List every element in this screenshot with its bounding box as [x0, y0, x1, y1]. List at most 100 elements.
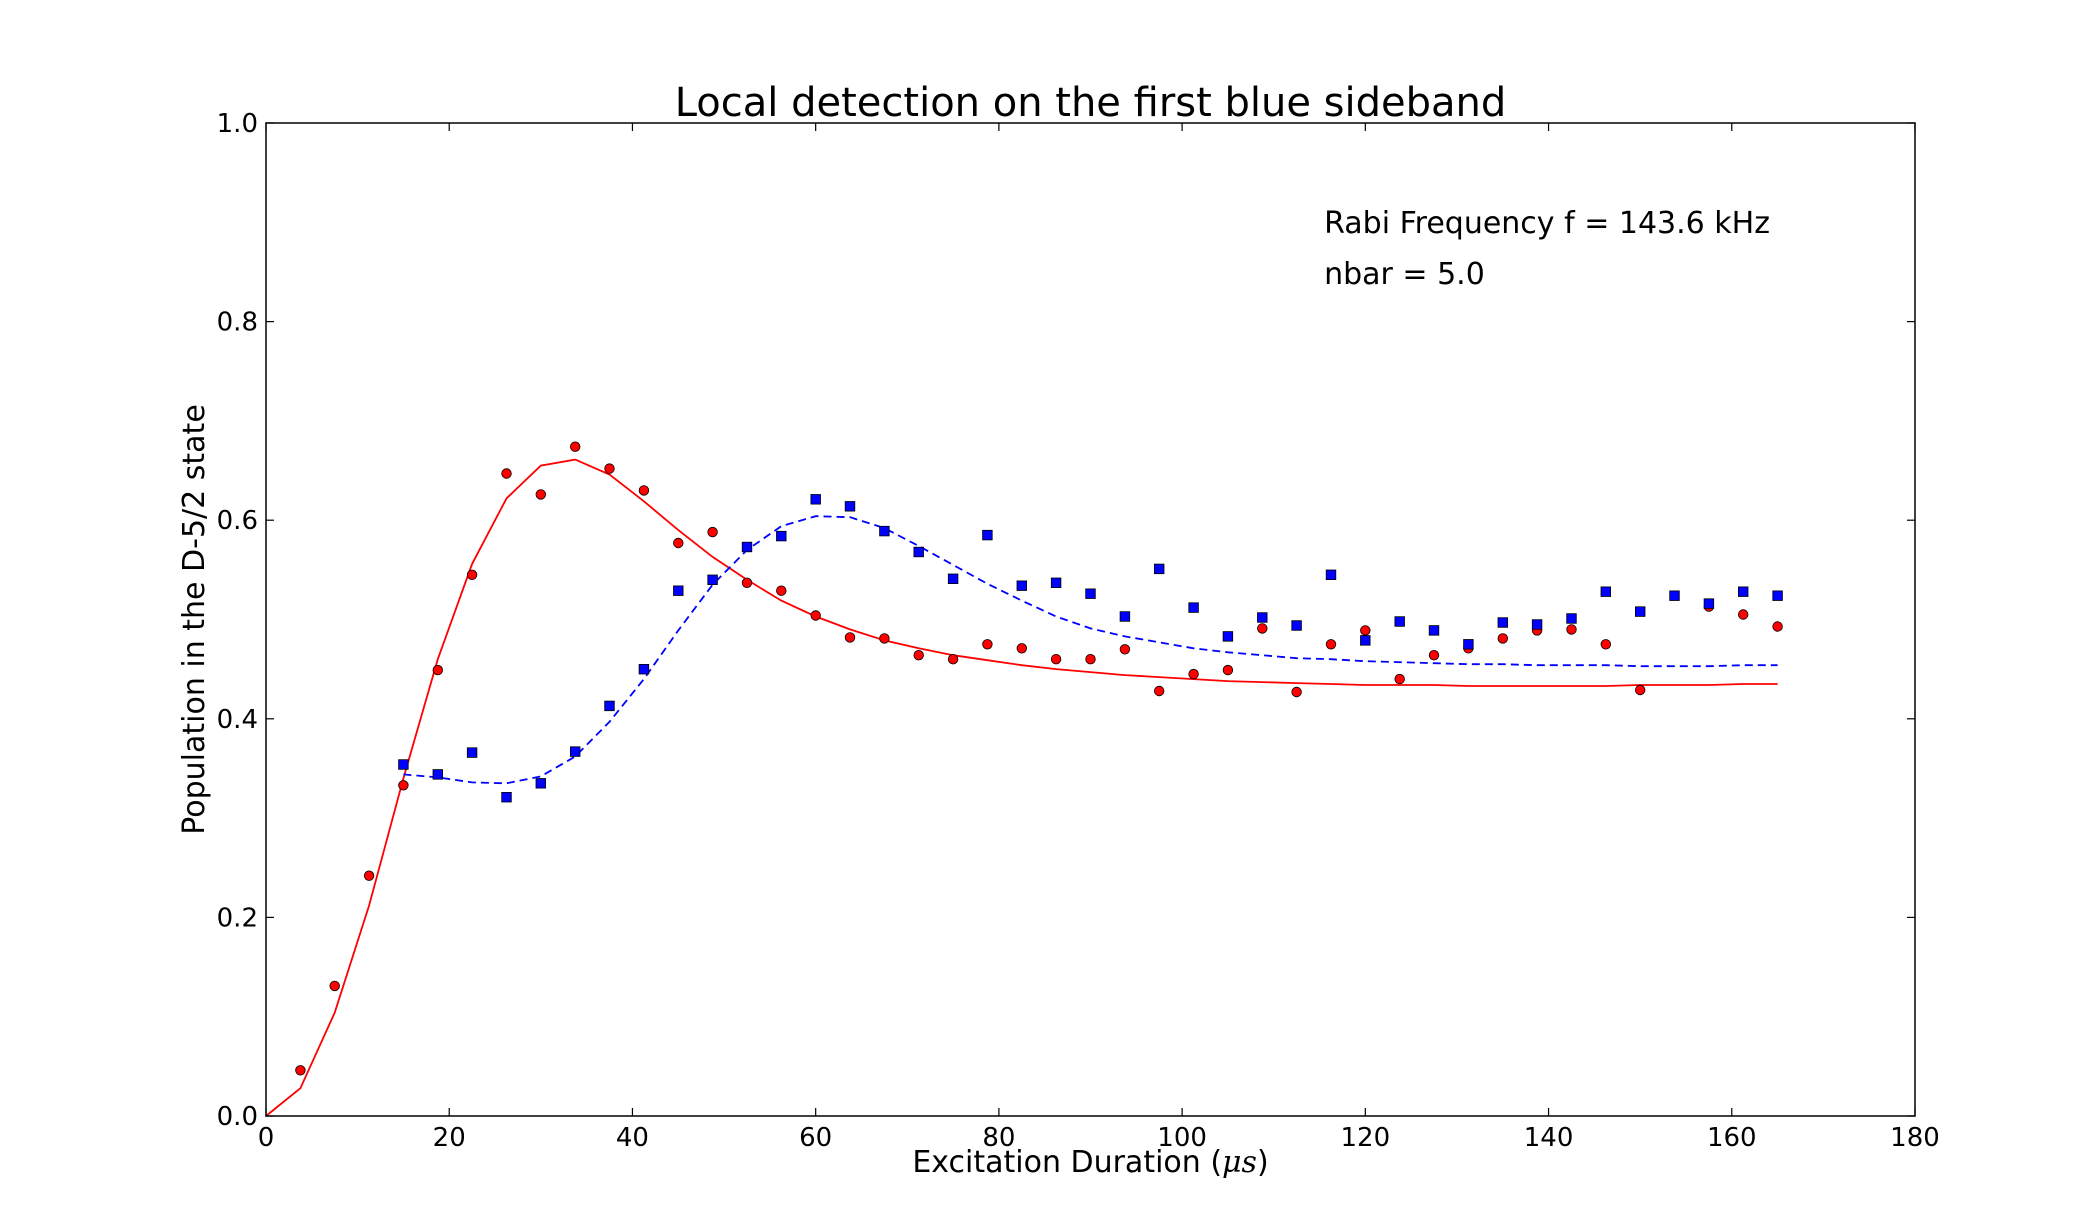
fit-curves [265, 458, 1778, 1117]
x-tick-label: 0 [258, 1123, 275, 1153]
data-point-blue-square [1257, 612, 1268, 623]
data-point-red-circle [1737, 609, 1749, 620]
data-point-red-circle [604, 463, 615, 474]
data-point-red-circle [1016, 643, 1028, 654]
data-point-blue-square [1600, 586, 1612, 597]
data-point-blue-square [844, 501, 856, 512]
data-point-blue-square [1394, 616, 1405, 627]
data-point-red-circle [810, 610, 821, 621]
data-point-red-circle [1222, 664, 1234, 676]
data-point-blue-square [741, 541, 753, 553]
data-point-blue-square [1119, 611, 1131, 622]
data-point-red-circle [1050, 654, 1062, 665]
data-point-blue-square [1635, 606, 1646, 617]
data-point-red-circle [1634, 684, 1646, 696]
data-point-red-circle [1325, 639, 1337, 650]
data-point-blue-square [673, 585, 684, 596]
data-point-blue-square [604, 700, 615, 712]
data-point-blue-square [398, 759, 409, 770]
axis-ticks [265, 122, 1916, 1117]
data-point-blue-square [1085, 588, 1096, 599]
data-point-red-circle [295, 1065, 306, 1076]
data-point-blue-square [1703, 598, 1715, 609]
data-point-red-circle [1291, 686, 1302, 698]
x-tick-label: 20 [433, 1123, 466, 1153]
data-point-blue-square [535, 778, 547, 789]
data-point-blue-square [638, 664, 650, 675]
x-tick-label: 120 [1341, 1123, 1391, 1153]
y-tick-label: 0.4 [217, 705, 258, 735]
data-point-red-circle [1772, 621, 1783, 632]
x-tick-label: 100 [1157, 1123, 1207, 1153]
data-point-red-circle [673, 537, 684, 549]
data-point-red-circle [879, 633, 890, 644]
data-point-red-circle [947, 654, 959, 665]
x-tick-label: 140 [1524, 1123, 1574, 1153]
x-tick-label: 40 [616, 1123, 649, 1153]
data-point-blue-square [1360, 635, 1371, 646]
data-point-blue-square [432, 769, 444, 780]
data-point-blue-square [1291, 620, 1302, 631]
y-tick-label: 0.2 [217, 903, 258, 933]
data-point-blue-square [1463, 639, 1474, 650]
data-point-blue-square [1738, 586, 1749, 597]
data-point-red-circle [707, 526, 718, 538]
data-point-red-circle [570, 441, 581, 452]
data-point-blue-square [707, 574, 718, 586]
y-axis-title: Population in the D-5/2 state [177, 404, 212, 835]
data-point-blue-square [913, 546, 924, 558]
data-point-red-circle [535, 489, 547, 500]
data-point-blue-square [879, 525, 890, 537]
data-point-blue-square [1188, 602, 1199, 613]
data-point-red-circle [1394, 673, 1405, 685]
fit-curve-red-solid [265, 458, 1778, 1117]
y-tick-label: 1.0 [217, 109, 258, 139]
data-point-red-circle [1497, 633, 1509, 644]
data-point-red-circle [1119, 644, 1131, 655]
x-axis-title-close: ) [1257, 1145, 1269, 1180]
data-point-red-circle [1428, 650, 1440, 661]
data-point-blue-square [501, 792, 512, 803]
plot-area-frame [265, 122, 1916, 1117]
y-tick-label: 0.8 [217, 308, 258, 338]
data-point-blue-square [1154, 563, 1165, 575]
data-point-red-circle [913, 650, 924, 661]
y-tick-label: 0.0 [217, 1102, 258, 1132]
fit-curve-blue-dashed [403, 515, 1778, 785]
annotation-nbar: nbar = 5.0 [1324, 257, 1485, 292]
data-point-blue-square [466, 747, 478, 758]
data-point-blue-square [776, 530, 787, 542]
data-point-red-circle [432, 664, 444, 676]
data-point-blue-square [1325, 569, 1337, 581]
data-point-blue-square [1428, 625, 1440, 636]
data-point-blue-square [1497, 617, 1509, 628]
data-point-red-circle [1085, 654, 1096, 665]
data-point-red-circle [982, 639, 993, 650]
data-point-red-circle [1360, 625, 1371, 636]
data-point-blue-square [810, 494, 821, 505]
x-axis-unit: μs [1222, 1145, 1257, 1180]
data-point-blue-square [982, 529, 993, 541]
data-point-red-circle [1257, 623, 1268, 634]
annotation-rabi-frequency: Rabi Frequency f = 143.6 kHz [1324, 206, 1770, 241]
data-point-red-circle [1188, 668, 1199, 680]
data-point-blue-square [1016, 580, 1028, 591]
data-point-blue-square [1566, 613, 1577, 624]
data-point-red-circle [398, 780, 409, 791]
x-tick-label: 160 [1707, 1123, 1757, 1153]
data-point-red-circle [638, 485, 650, 496]
data-point-red-circle [776, 585, 787, 596]
data-point-blue-square [570, 746, 581, 757]
x-tick-label: 80 [982, 1123, 1015, 1153]
x-axis-title-text: Excitation Duration ( [912, 1145, 1222, 1180]
y-tick-label: 0.6 [217, 506, 258, 536]
data-point-blue-square [1222, 631, 1234, 642]
chart-title: Local detection on the first blue sideba… [675, 80, 1507, 126]
data-point-red-circle [1153, 685, 1165, 697]
data-point-blue-square [1669, 590, 1680, 601]
data-point-red-circle [1600, 639, 1612, 650]
x-tick-label: 180 [1890, 1123, 1940, 1153]
data-point-red-circle [741, 577, 753, 589]
data-point-red-circle [466, 569, 478, 581]
